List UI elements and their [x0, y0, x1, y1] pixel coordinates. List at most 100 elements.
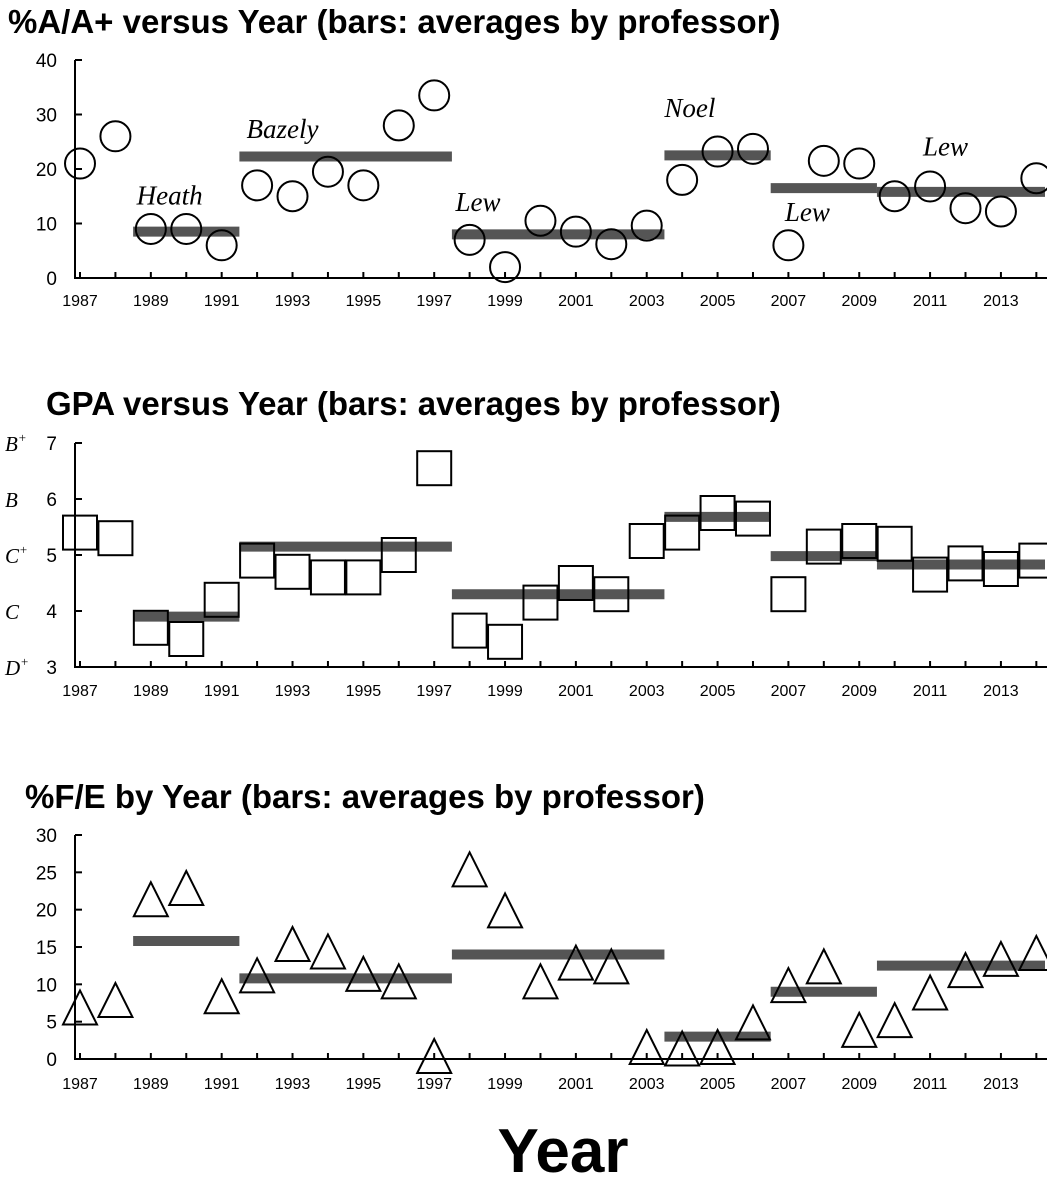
data-point	[698, 1027, 737, 1066]
x-tick-label: 2009	[841, 1076, 877, 1093]
data-point	[1020, 162, 1047, 195]
data-point	[843, 147, 876, 180]
data-point	[805, 947, 843, 985]
data-point	[132, 879, 170, 918]
data-point	[344, 954, 382, 992]
x-tick-label: 1999	[487, 683, 523, 700]
x-tick-label: 2009	[841, 683, 877, 700]
panel-a-plus-average-bars	[133, 150, 1045, 240]
panel-gpa-data-points	[62, 450, 1047, 660]
data-point	[592, 947, 630, 985]
data-point	[415, 1036, 453, 1074]
data-point	[734, 500, 771, 537]
data-point	[203, 977, 241, 1015]
x-tick-label: 2011	[913, 683, 948, 700]
data-point	[876, 1000, 914, 1039]
data-point	[876, 525, 913, 562]
x-tick-label: 1993	[275, 1076, 311, 1093]
y-tick-label: 5	[46, 1013, 57, 1034]
data-point	[630, 209, 663, 242]
data-point	[347, 169, 380, 202]
x-tick-label: 1993	[275, 683, 311, 700]
professor-label: Noel	[663, 93, 715, 123]
grade-label: B	[5, 488, 18, 512]
data-point	[132, 609, 169, 646]
x-tick-label: 1987	[62, 683, 98, 700]
x-tick-label: 2001	[558, 293, 594, 310]
x-tick-label: 2011	[913, 1076, 948, 1093]
data-point	[664, 514, 701, 551]
x-tick-label: 1991	[204, 293, 240, 310]
x-tick-label: 1989	[133, 293, 169, 310]
professor-label: Heath	[136, 180, 203, 210]
x-tick-label: 2013	[983, 293, 1019, 310]
x-tick-label: 2003	[629, 1076, 665, 1093]
panel-gpa-y-axis-ticks: 3 4 5 6 7	[46, 434, 82, 679]
data-point	[878, 180, 911, 213]
data-point	[914, 170, 947, 203]
data-point	[241, 169, 274, 202]
data-point	[205, 229, 238, 262]
data-point	[134, 212, 167, 245]
data-point	[486, 891, 524, 929]
y-tick-label: 3	[46, 658, 57, 679]
data-point	[595, 228, 628, 261]
data-point	[489, 251, 522, 284]
x-tick-label: 2007	[771, 293, 807, 310]
x-tick-label: 2003	[629, 293, 665, 310]
data-point	[949, 192, 982, 225]
data-point	[912, 556, 949, 593]
panel-f-e-title: %F/E by Year (bars: averages by professo…	[25, 778, 705, 815]
data-point	[734, 1003, 772, 1041]
data-point	[453, 223, 486, 256]
data-point	[418, 79, 451, 112]
x-tick-label: 2001	[558, 1076, 594, 1093]
x-tick-label: 1987	[62, 293, 98, 310]
grade-label: B+	[5, 430, 27, 456]
panel-f-e: %F/E by Year (bars: averages by professo…	[25, 778, 1047, 1093]
panel-a-plus-title: %A/A+ versus Year (bars: averages by pro…	[8, 3, 781, 40]
panel-a-plus-x-axis-ticks: 1987 1989 1991 1993 1995 1997 1999 2001 2003 2005…	[62, 272, 1038, 310]
x-axis-label: Year	[497, 1117, 628, 1186]
data-point	[841, 523, 878, 559]
data-point	[593, 576, 630, 613]
data-point	[663, 1029, 701, 1067]
data-point	[167, 868, 205, 906]
panel-a-plus: %A/A+ versus Year (bars: averages by pro…	[8, 3, 1047, 310]
data-point	[946, 950, 985, 989]
data-point	[382, 109, 415, 142]
panel-gpa-grade-labels: D+ C C+ B B+	[4, 430, 29, 680]
y-tick-label: 20	[36, 901, 57, 922]
y-tick-label: 5	[46, 546, 57, 567]
x-tick-label: 2011	[913, 293, 948, 310]
data-point	[97, 520, 134, 557]
panel-gpa-title: GPA versus Year (bars: averages by profe…	[46, 385, 781, 422]
data-point	[982, 939, 1020, 977]
x-tick-label: 1995	[346, 683, 382, 700]
panel-f-e-axes	[74, 835, 1047, 1060]
data-point	[666, 163, 699, 196]
data-point	[807, 144, 840, 177]
data-point	[984, 195, 1017, 228]
y-tick-label: 10	[36, 215, 57, 236]
x-tick-label: 2001	[558, 683, 594, 700]
x-tick-label: 2003	[629, 683, 665, 700]
x-tick-label: 1995	[346, 293, 382, 310]
y-tick-label: 15	[36, 938, 57, 959]
x-tick-label: 1993	[275, 293, 311, 310]
data-point	[947, 545, 984, 582]
panel-gpa-x-axis-ticks: 1987 1989 1991 1993 1995 1997 1999 2001 2003 2005…	[62, 661, 1038, 700]
data-point	[557, 565, 594, 601]
grade-label: D+	[4, 654, 29, 680]
y-tick-label: 20	[36, 160, 57, 181]
data-point	[380, 537, 417, 573]
x-tick-label: 1997	[416, 293, 452, 310]
data-point	[345, 559, 382, 596]
panel-f-e-data-points	[61, 850, 1047, 1074]
x-tick-label: 2005	[700, 1076, 736, 1093]
data-point	[1017, 933, 1047, 971]
y-tick-label: 0	[46, 1050, 57, 1071]
data-point	[203, 581, 240, 618]
panel-a-plus-professor-labels: Heath Bazely Lew Noel Lew Lew	[136, 93, 968, 227]
data-point	[701, 135, 734, 168]
